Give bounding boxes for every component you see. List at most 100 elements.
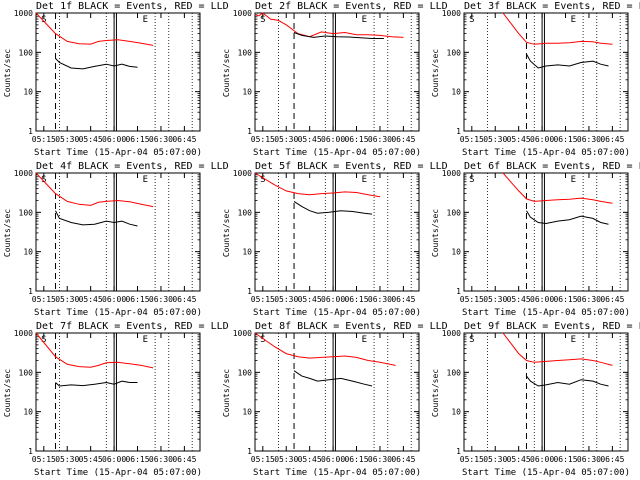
chart-panel: Det 7f BLACK = Events, RED = LLD 1101001… xyxy=(3,321,229,478)
x-tick-label: 06:45 xyxy=(391,135,415,144)
y-axis-label: Counts/sec xyxy=(431,369,440,417)
y-tick-label: 1 xyxy=(456,447,461,456)
x-tick-label: 06:15 xyxy=(553,455,577,464)
x-tick-label: 05:15 xyxy=(32,295,56,304)
plot-frame xyxy=(254,12,420,132)
chart-panel: Det 3f BLACK = Events, RED = LLD 1101001… xyxy=(431,1,640,158)
y-axis-label: Counts/sec xyxy=(3,49,12,97)
y-tick-label: 1 xyxy=(456,127,461,136)
series-line xyxy=(293,32,384,39)
x-tick-label: 05:15 xyxy=(251,295,275,304)
x-axis-label: Start Time (15-Apr-04 05:07:00) xyxy=(34,468,202,478)
end-marker: E xyxy=(571,15,576,25)
y-axis-label: Counts/sec xyxy=(3,369,12,417)
end-marker: E xyxy=(143,175,148,185)
x-tick-label: 05:45 xyxy=(79,295,103,304)
y-axis-label: Counts/sec xyxy=(431,49,440,97)
y-tick-label: 10 xyxy=(23,88,33,97)
x-tick-label: 05:15 xyxy=(32,455,56,464)
x-tick-label: 06:30 xyxy=(577,455,601,464)
y-tick-label: 1 xyxy=(456,287,461,296)
x-tick-label: 06:15 xyxy=(125,135,149,144)
y-tick-label: 100 xyxy=(447,208,462,217)
plot-area: 1 10 100 1000 05:15 05:30 05:45 06:00 06:15 06:30… xyxy=(233,329,420,464)
series-line xyxy=(55,58,138,70)
chart-title: Det 6f BLACK = Events, RED = LLD xyxy=(464,161,640,172)
start-marker: S xyxy=(41,175,46,185)
x-tick-label: 06:30 xyxy=(149,295,173,304)
y-axis-label: Counts/sec xyxy=(431,209,440,257)
x-tick-label: 05:30 xyxy=(274,295,298,304)
y-tick-label: 10 xyxy=(23,408,33,417)
y-tick-label: 100 xyxy=(238,368,253,377)
y-tick-label: 1000 xyxy=(442,329,461,338)
plot-area: 1 10 100 1000 05:15 05:30 05:45 06:00 06:15 06:30… xyxy=(442,9,629,144)
x-axis-label: Start Time (15-Apr-04 05:07:00) xyxy=(253,308,421,318)
series-line xyxy=(55,210,138,227)
x-tick-label: 06:00 xyxy=(530,135,554,144)
x-tick-label: 06:15 xyxy=(125,295,149,304)
x-tick-label: 05:15 xyxy=(251,455,275,464)
x-tick-label: 06:45 xyxy=(600,135,624,144)
x-tick-label: 05:15 xyxy=(460,295,484,304)
x-tick-label: 06:30 xyxy=(368,455,392,464)
x-axis-label: Start Time (15-Apr-04 05:07:00) xyxy=(462,308,630,318)
x-tick-label: 06:00 xyxy=(321,455,345,464)
x-tick-label: 06:00 xyxy=(102,455,126,464)
chart-title: Det 7f BLACK = Events, RED = LLD xyxy=(36,321,229,332)
x-tick-label: 05:45 xyxy=(298,135,322,144)
end-marker: E xyxy=(362,175,367,185)
y-tick-label: 1000 xyxy=(442,169,461,178)
end-marker: E xyxy=(571,335,576,345)
y-tick-label: 100 xyxy=(19,368,34,377)
x-tick-label: 06:00 xyxy=(321,295,345,304)
x-tick-label: 06:45 xyxy=(391,455,415,464)
end-marker: E xyxy=(143,335,148,345)
x-tick-label: 06:30 xyxy=(368,135,392,144)
y-tick-label: 1 xyxy=(247,287,252,296)
y-tick-label: 1000 xyxy=(14,169,33,178)
x-tick-label: 06:30 xyxy=(149,135,173,144)
plot-frame xyxy=(35,332,201,452)
y-tick-label: 10 xyxy=(242,88,252,97)
chart-title: Det 4f BLACK = Events, RED = LLD xyxy=(36,161,229,172)
x-tick-label: 06:30 xyxy=(577,295,601,304)
x-tick-label: 06:45 xyxy=(172,295,196,304)
plot-frame xyxy=(463,12,629,132)
y-tick-label: 100 xyxy=(238,208,253,217)
x-tick-label: 05:30 xyxy=(483,455,507,464)
end-marker: E xyxy=(143,15,148,25)
start-marker: S xyxy=(260,335,265,345)
y-tick-label: 100 xyxy=(447,368,462,377)
series-line xyxy=(502,12,613,45)
y-tick-label: 1 xyxy=(28,447,33,456)
y-tick-label: 100 xyxy=(447,48,462,57)
plot-frame xyxy=(463,332,629,452)
chart-title: Det 8f BLACK = Events, RED = LLD xyxy=(255,321,448,332)
end-marker: E xyxy=(362,335,367,345)
chart-panel: Det 8f BLACK = Events, RED = LLD 1101001… xyxy=(222,321,448,478)
y-tick-label: 100 xyxy=(19,208,34,217)
start-marker: S xyxy=(41,335,46,345)
x-tick-label: 06:00 xyxy=(530,455,554,464)
plot-frame xyxy=(463,172,629,292)
x-tick-label: 05:45 xyxy=(298,295,322,304)
chart-panel: Det 6f BLACK = Events, RED = LLD 1101001… xyxy=(431,161,640,318)
y-tick-label: 1000 xyxy=(233,329,252,338)
x-tick-label: 06:15 xyxy=(553,295,577,304)
plot-frame xyxy=(254,172,420,292)
x-tick-label: 05:30 xyxy=(55,135,79,144)
series-line xyxy=(55,380,138,387)
x-axis-label: Start Time (15-Apr-04 05:07:00) xyxy=(462,468,630,478)
y-tick-label: 1000 xyxy=(233,9,252,18)
x-tick-label: 06:15 xyxy=(344,135,368,144)
start-marker: S xyxy=(41,15,46,25)
y-axis-label: Counts/sec xyxy=(222,369,231,417)
x-axis-label: Start Time (15-Apr-04 05:07:00) xyxy=(34,308,202,318)
x-tick-label: 06:30 xyxy=(368,295,392,304)
x-axis-label: Start Time (15-Apr-04 05:07:00) xyxy=(462,148,630,158)
plot-area: 1 10 100 1000 05:15 05:30 05:45 06:00 06:15 06:30… xyxy=(14,169,201,304)
series-line xyxy=(293,370,373,387)
x-tick-label: 05:15 xyxy=(460,135,484,144)
